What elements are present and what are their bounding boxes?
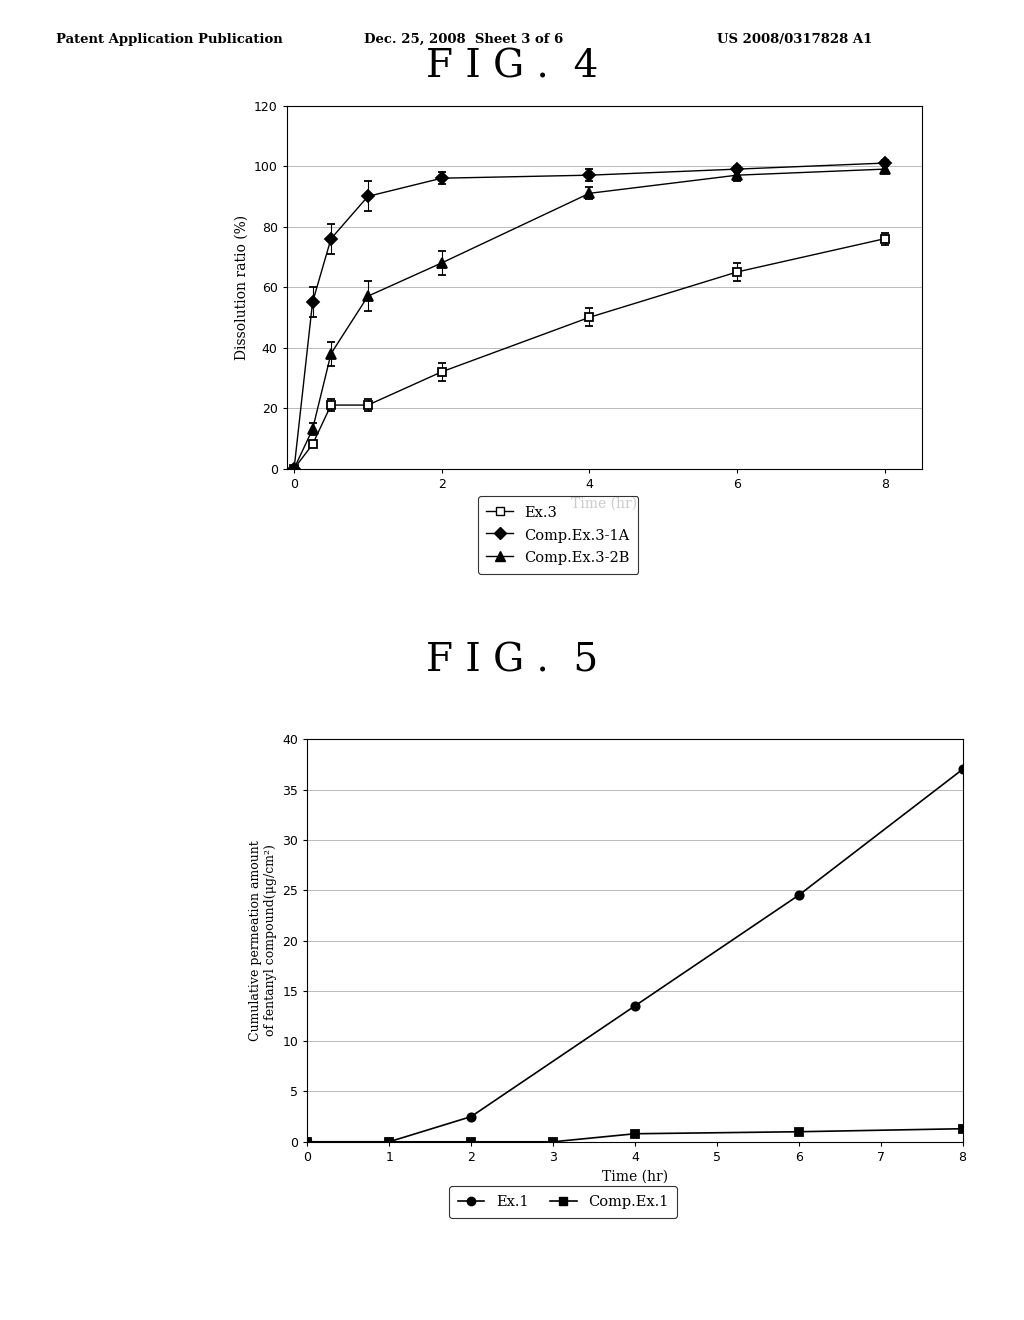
Legend: Ex.1, Comp.Ex.1: Ex.1, Comp.Ex.1 <box>450 1187 677 1217</box>
Legend: Ex.3, Comp.Ex.3-1A, Comp.Ex.3-2B: Ex.3, Comp.Ex.3-1A, Comp.Ex.3-2B <box>477 496 639 574</box>
X-axis label: Time (hr): Time (hr) <box>602 1170 668 1184</box>
Y-axis label: Cumulative permeation amount
of fentanyl compound(μg/cm²): Cumulative permeation amount of fentanyl… <box>249 840 276 1041</box>
Y-axis label: Dissolution ratio (%): Dissolution ratio (%) <box>234 215 248 359</box>
Text: Patent Application Publication: Patent Application Publication <box>56 33 283 46</box>
Text: F I G .  4: F I G . 4 <box>426 49 598 86</box>
X-axis label: Time (hr): Time (hr) <box>571 496 637 511</box>
Text: Dec. 25, 2008  Sheet 3 of 6: Dec. 25, 2008 Sheet 3 of 6 <box>364 33 563 46</box>
Text: F I G .  5: F I G . 5 <box>426 643 598 680</box>
Text: US 2008/0317828 A1: US 2008/0317828 A1 <box>717 33 872 46</box>
